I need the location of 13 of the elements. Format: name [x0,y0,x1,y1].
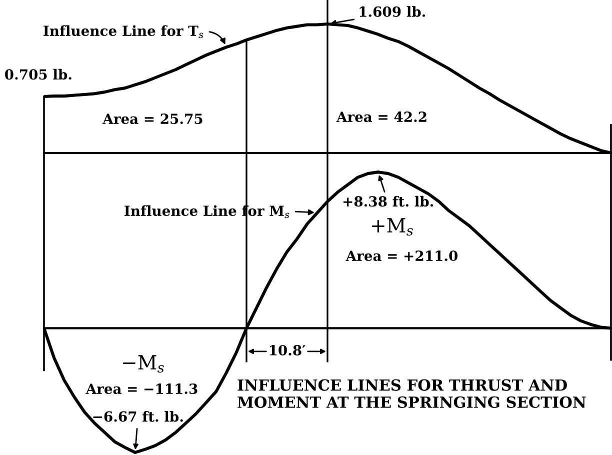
data-label: +8.38 ft. lb. [343,196,434,207]
data-label: 1.609 lb. [360,6,426,17]
data-label: 0.705 lb. [5,68,72,80]
annotation: +M$_{s}$ [372,218,413,236]
annotation: 10.8′ [270,344,306,356]
text: INFLUENCE LINES FOR THRUST AND MOMENT AT THE SPRINGING SECTION [238,379,586,408]
annotation: Area = +211.0 [346,250,458,262]
annotation: Area = 42.2 [336,112,426,122]
data-label: −6.67 ft. lb. [93,411,183,422]
annotation: Area = −111.3 [86,384,198,394]
annotation: −M$_{s}$ [123,355,164,373]
legend-label: Influence Line for T$_{s}$ [44,25,204,38]
annotation: Area = 25.75 [102,114,202,124]
